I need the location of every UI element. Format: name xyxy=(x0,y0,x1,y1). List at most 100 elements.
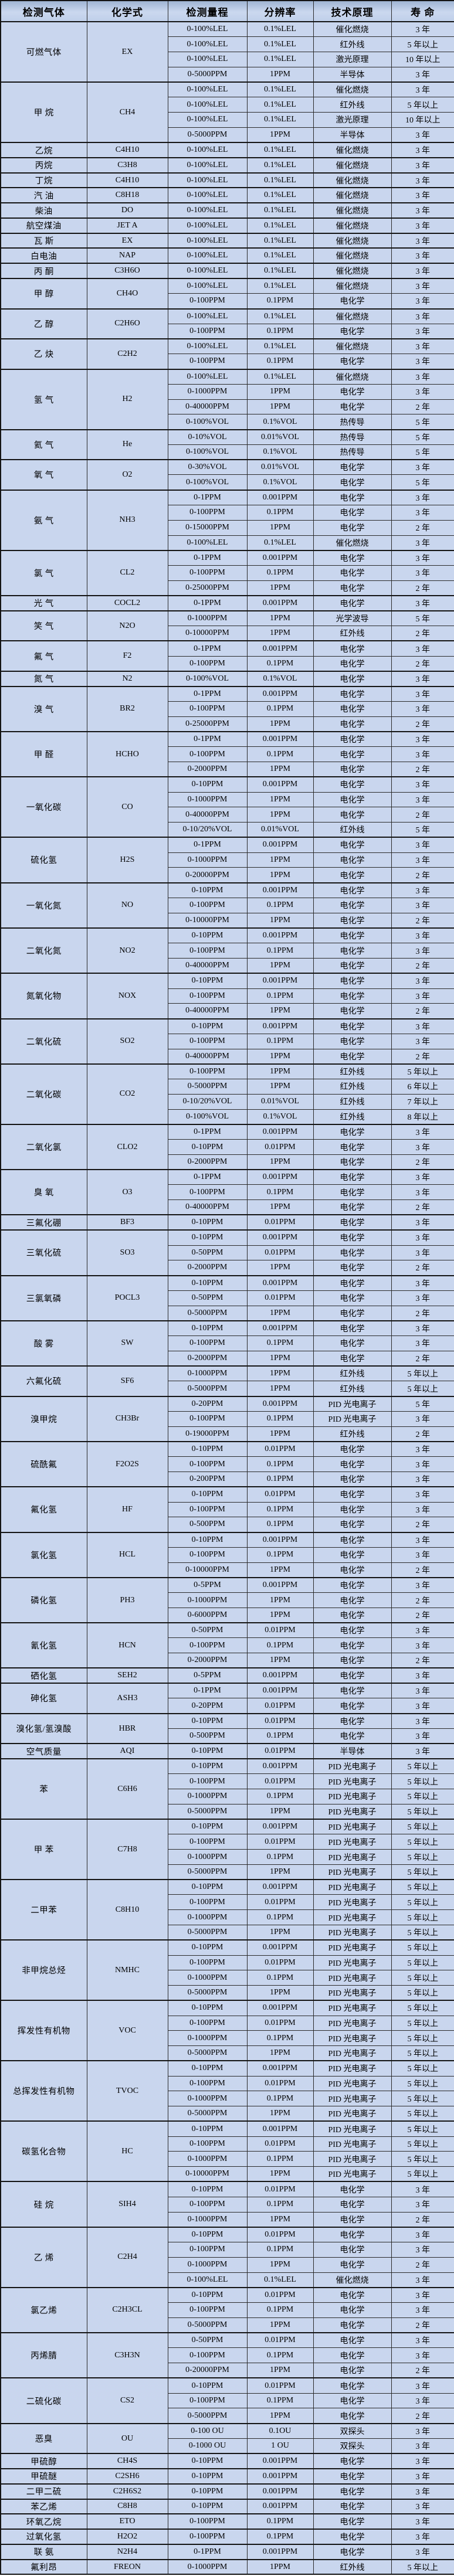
principle-cell: 红外线 xyxy=(313,2558,392,2575)
range-cell: 0-5000PPM xyxy=(167,66,248,83)
table-row: 0-200PPM 0.1PPM 电化学 3 年 xyxy=(1,1471,454,1487)
table-body: 可燃气体 EX 0-100%LEL 0.1%LEL 催化燃烧 3 年 0-100%LEL 0.… xyxy=(0,21,454,2575)
gas-name-cell: 光 气 xyxy=(0,595,87,611)
gas-name-cell: 挥发性有机物 xyxy=(0,2000,87,2061)
range-cell: 0-5000PPM xyxy=(167,1381,248,1397)
resolution-cell: 0.01PPM xyxy=(246,2136,314,2152)
resolution-cell: 0.1%VOL xyxy=(246,1109,314,1125)
resolution-cell: 0.01PPM xyxy=(246,1486,314,1503)
table-row: 瓦 斯 EX 0-100%LEL 0.1%LEL 催化燃烧 3 年 xyxy=(0,232,454,249)
lifespan-cell: 5 年以上 xyxy=(391,2106,454,2122)
lifespan-cell: 3 年 xyxy=(391,1335,454,1351)
principle-cell: 催化燃烧 xyxy=(313,21,392,38)
principle-cell: 电化学 xyxy=(313,1154,392,1170)
resolution-cell: 1PPM xyxy=(246,852,314,868)
lifespan-cell: 3 年 xyxy=(391,2347,454,2364)
lifespan-cell: 3 年 xyxy=(391,1622,454,1639)
principle-cell: PID 光电离子 xyxy=(313,1879,392,1895)
lifespan-cell: 5 年以上 xyxy=(391,97,454,113)
lifespan-cell: 6 年以上 xyxy=(391,1079,454,1095)
lifespan-cell: 3 年 xyxy=(391,2181,454,2197)
table-row: 0-2000PPM 1PPM 电化学 2 年 xyxy=(1,1154,454,1170)
principle-cell: 催化燃烧 xyxy=(313,232,392,249)
formula-cell: C2H6S2 xyxy=(86,2483,168,2500)
col-header-gas: 检测气体 xyxy=(0,0,87,22)
lifespan-cell: 3 年 xyxy=(391,1440,454,1457)
range-cell: 0-100%LEL xyxy=(167,263,248,279)
resolution-cell: 1PPM xyxy=(246,957,314,974)
range-cell: 0-10PPM xyxy=(167,1939,248,1956)
formula-cell: CO2 xyxy=(86,1063,168,1125)
resolution-cell: 0.1%LEL xyxy=(246,247,314,264)
lifespan-cell: 5 年以上 xyxy=(391,2045,454,2061)
principle-cell: 电化学 xyxy=(313,2529,392,2545)
range-cell: 0-10PPM xyxy=(167,1214,248,1231)
formula-cell: VOC xyxy=(86,2000,168,2061)
table-row: 0-100PPM 0.01PPM PID 光电离子 5 年以上 xyxy=(1,2075,454,2092)
resolution-cell: 0.1PPM xyxy=(246,2347,314,2364)
resolution-cell: 0.1PPM xyxy=(246,897,314,913)
principle-cell: 电化学 xyxy=(313,927,392,944)
lifespan-cell: 3 年 xyxy=(391,1123,454,1140)
table-row: 0-100PPM 0.1PPM 电化学 3 年 xyxy=(1,746,454,763)
table-row: 氟利昂 FREON 0-1000PPM 1PPM 红外线 5 年以上 xyxy=(0,2558,454,2575)
principle-cell: PID 光电离子 xyxy=(313,1924,392,1941)
table-row: 乙 烯 C2H4 0-10PPM 0.01PPM 电化学 3 年 xyxy=(0,2226,454,2288)
table-row: 0-100PPM 0.1PPM 电化学 3 年 xyxy=(1,1547,454,1563)
range-cell: 0-1000PPM xyxy=(167,791,248,808)
formula-cell: C2H4 xyxy=(86,2226,168,2288)
principle-cell: 电化学 xyxy=(313,1169,392,1185)
range-cell: 0-5000PPM xyxy=(167,2106,248,2122)
range-cell: 0-10000PPM xyxy=(167,912,248,929)
range-cell: 0-1000PPM xyxy=(167,610,248,627)
gas-name-cell: 空气质量 xyxy=(0,1743,87,1759)
principle-cell: 电化学 xyxy=(313,1350,392,1367)
lifespan-cell: 5 年以上 xyxy=(391,2075,454,2092)
range-cell: 0-100PPM xyxy=(167,1637,248,1654)
principle-cell: 电化学 xyxy=(313,730,392,747)
range-cell: 0-100PPM xyxy=(167,1411,248,1427)
table-row: 0-10/20%VOL 0.01%VOL 红外线 7 年以上 xyxy=(1,1093,454,1110)
principle-cell: 电化学 xyxy=(313,1048,392,1065)
principle-cell: 电化学 xyxy=(313,1199,392,1215)
table-row: 0-1000PPM 0.1PPM PID 光电离子 5 年以上 xyxy=(1,2030,454,2047)
table-row: 过氧化氢 H2O2 0-100PPM 0.1PPM 电化学 3 年 xyxy=(0,2529,454,2545)
principle-cell: 电化学 xyxy=(313,1335,392,1351)
formula-cell: H2O2 xyxy=(86,2529,168,2545)
lifespan-cell: 2 年 xyxy=(391,2211,454,2228)
formula-cell: C6H6 xyxy=(86,1758,168,1820)
lifespan-cell: 3 年 xyxy=(391,2513,454,2530)
range-cell: 0-100PPM xyxy=(167,701,248,717)
principle-cell: 电化学 xyxy=(313,791,392,808)
table-row: 可燃气体 EX 0-100%LEL 0.1%LEL 催化燃烧 3 年 xyxy=(0,21,454,83)
resolution-cell: 1PPM xyxy=(246,1305,314,1321)
principle-cell: 电化学 xyxy=(313,973,392,989)
table-row: 0-100PPM 0.1PPM 电化学 3 年 xyxy=(1,1033,454,1049)
principle-cell: 电化学 xyxy=(313,1728,392,1744)
resolution-cell: 0.1PPM xyxy=(246,2513,314,2530)
table-row: 甲 烷 CH4 0-100%LEL 0.1%LEL 催化燃烧 3 年 xyxy=(0,81,454,143)
principle-cell: 半导体 xyxy=(313,66,392,83)
principle-cell: 红外线 xyxy=(313,1381,392,1397)
range-cell: 0-10PPM xyxy=(167,1743,248,1759)
lifespan-cell: 3 年 xyxy=(391,202,454,219)
lifespan-cell: 2 年 xyxy=(391,2408,454,2424)
lifespan-cell: 3 年 xyxy=(391,354,454,370)
formula-cell: EX xyxy=(86,21,168,83)
resolution-cell: 1PPM xyxy=(246,1864,314,1880)
table-row: 三氟化硼 BF3 0-10PPM 0.01PPM 电化学 3 年 xyxy=(0,1214,454,1231)
resolution-cell: 0.1PPM xyxy=(246,565,314,581)
lifespan-cell: 5 年以上 xyxy=(391,2015,454,2031)
lifespan-cell: 5 年以上 xyxy=(391,1985,454,2001)
principle-cell: PID 光电离子 xyxy=(313,1789,392,1804)
resolution-cell: 0.1PPM xyxy=(246,354,314,370)
lifespan-cell: 2 年 xyxy=(391,1154,454,1170)
resolution-cell: 0.001PPM xyxy=(246,2060,314,2077)
lifespan-cell: 3 年 xyxy=(391,157,454,174)
lifespan-cell: 3 年 xyxy=(391,1320,454,1337)
resolution-cell: 1PPM xyxy=(246,1607,314,1623)
lifespan-cell: 3 年 xyxy=(391,187,454,203)
lifespan-cell: 2 年 xyxy=(391,1260,454,1276)
lifespan-cell: 3 年 xyxy=(391,1290,454,1306)
principle-cell: 催化燃烧 xyxy=(313,278,392,294)
